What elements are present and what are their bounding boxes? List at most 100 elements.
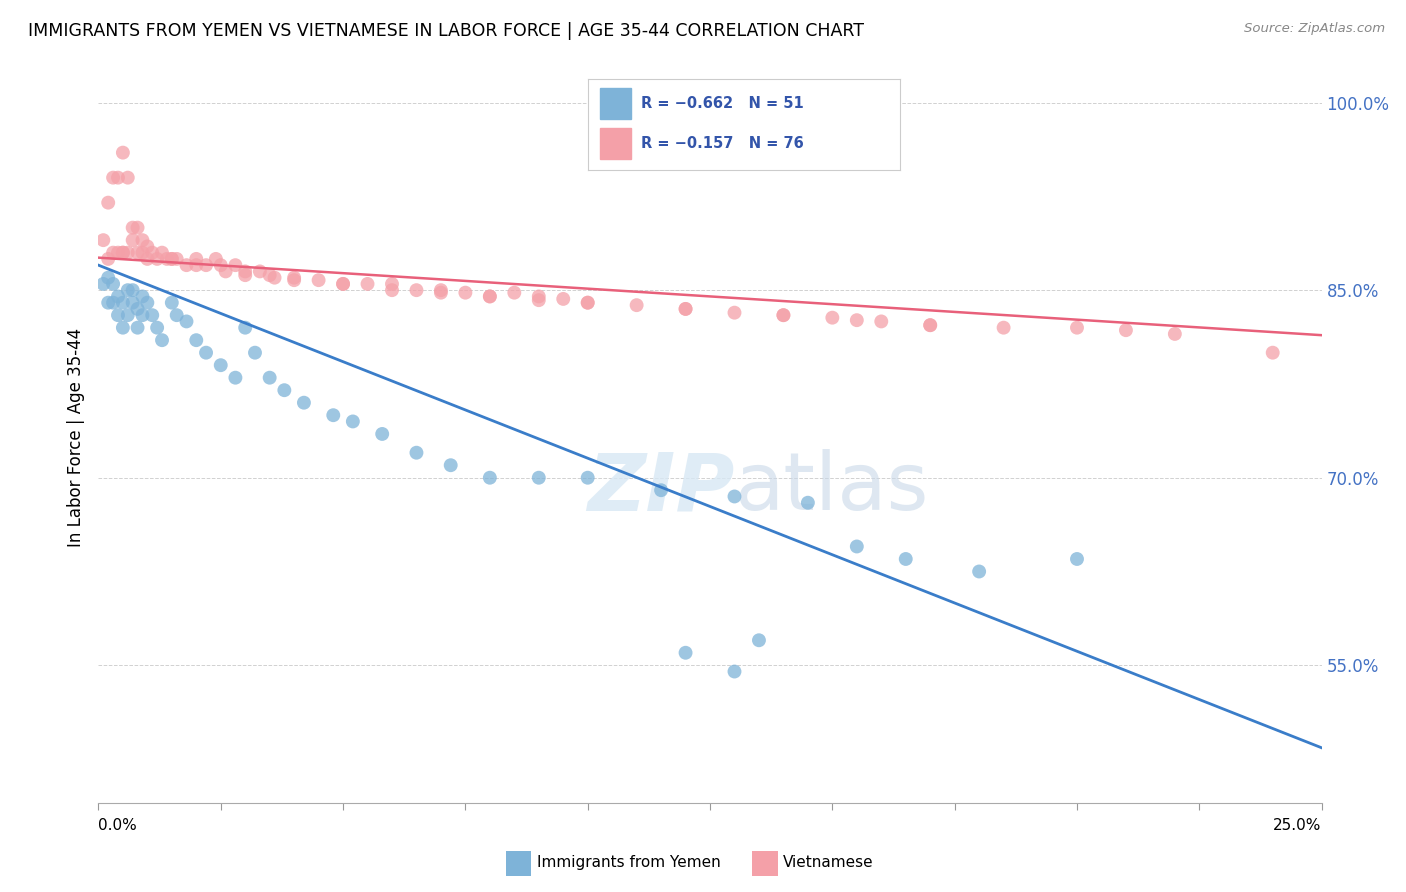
Point bbox=[332, 277, 354, 291]
Point bbox=[381, 283, 404, 297]
Point bbox=[650, 483, 672, 498]
Point bbox=[224, 370, 246, 384]
Point bbox=[121, 283, 143, 297]
Point bbox=[91, 277, 114, 291]
Y-axis label: In Labor Force | Age 35-44: In Labor Force | Age 35-44 bbox=[66, 327, 84, 547]
Point bbox=[527, 293, 550, 308]
Point bbox=[127, 301, 149, 316]
Point bbox=[233, 320, 256, 334]
Point bbox=[675, 301, 697, 316]
Point bbox=[894, 552, 917, 566]
Point bbox=[675, 646, 697, 660]
Point bbox=[101, 277, 124, 291]
Point bbox=[195, 345, 218, 359]
Point bbox=[136, 252, 159, 266]
Point bbox=[920, 318, 942, 333]
Point bbox=[209, 258, 232, 272]
Point bbox=[186, 252, 208, 266]
Point bbox=[723, 665, 745, 679]
Point bbox=[111, 245, 134, 260]
Point bbox=[101, 295, 124, 310]
Point bbox=[797, 496, 820, 510]
Point bbox=[430, 285, 453, 300]
Point bbox=[97, 252, 120, 266]
Point bbox=[405, 446, 427, 460]
Point bbox=[263, 270, 285, 285]
Point bbox=[160, 252, 183, 266]
Point bbox=[214, 264, 236, 278]
Point bbox=[967, 565, 990, 579]
Text: ZIP: ZIP bbox=[588, 450, 734, 527]
Point bbox=[576, 471, 599, 485]
Text: IMMIGRANTS FROM YEMEN VS VIETNAMESE IN LABOR FORCE | AGE 35-44 CORRELATION CHART: IMMIGRANTS FROM YEMEN VS VIETNAMESE IN L… bbox=[28, 22, 865, 40]
Point bbox=[675, 301, 697, 316]
Text: Vietnamese: Vietnamese bbox=[783, 855, 873, 870]
Point bbox=[748, 633, 770, 648]
Point bbox=[845, 313, 868, 327]
Point bbox=[136, 239, 159, 253]
Text: atlas: atlas bbox=[734, 450, 929, 527]
Point bbox=[772, 308, 794, 322]
Point bbox=[870, 314, 893, 328]
Point bbox=[150, 333, 173, 347]
Point bbox=[97, 195, 120, 210]
Point bbox=[723, 306, 745, 320]
Point bbox=[224, 258, 246, 272]
Text: 25.0%: 25.0% bbox=[1274, 818, 1322, 833]
Point bbox=[430, 283, 453, 297]
Point bbox=[111, 295, 134, 310]
Point bbox=[273, 383, 295, 397]
Point bbox=[186, 333, 208, 347]
Point bbox=[527, 289, 550, 303]
Point bbox=[166, 252, 188, 266]
Text: Immigrants from Yemen: Immigrants from Yemen bbox=[537, 855, 721, 870]
Point bbox=[205, 252, 228, 266]
Point bbox=[292, 395, 315, 409]
Point bbox=[381, 277, 404, 291]
Point bbox=[356, 277, 378, 291]
Point bbox=[176, 314, 198, 328]
Point bbox=[107, 308, 129, 322]
Point bbox=[121, 220, 143, 235]
Point bbox=[503, 285, 526, 300]
Point bbox=[195, 258, 218, 272]
Point bbox=[141, 245, 163, 260]
Point bbox=[97, 270, 120, 285]
Point bbox=[107, 170, 129, 185]
Point bbox=[107, 289, 129, 303]
Point bbox=[259, 268, 281, 282]
Point bbox=[117, 308, 139, 322]
Point bbox=[131, 233, 153, 247]
Point bbox=[1066, 320, 1088, 334]
Point bbox=[117, 283, 139, 297]
Point bbox=[107, 245, 129, 260]
Point bbox=[478, 471, 501, 485]
Point bbox=[772, 308, 794, 322]
Point bbox=[131, 245, 153, 260]
Text: Source: ZipAtlas.com: Source: ZipAtlas.com bbox=[1244, 22, 1385, 36]
Point bbox=[233, 268, 256, 282]
Point bbox=[920, 318, 942, 333]
Point bbox=[478, 289, 501, 303]
Point bbox=[176, 258, 198, 272]
Point bbox=[322, 408, 344, 422]
Point bbox=[160, 252, 183, 266]
Point bbox=[243, 345, 266, 359]
Point bbox=[332, 277, 354, 291]
Point bbox=[101, 245, 124, 260]
Point bbox=[1115, 323, 1137, 337]
Point bbox=[91, 233, 114, 247]
Point bbox=[146, 252, 169, 266]
Point bbox=[121, 295, 143, 310]
Point bbox=[127, 245, 149, 260]
Point bbox=[150, 245, 173, 260]
Point bbox=[131, 289, 153, 303]
Point bbox=[478, 289, 501, 303]
Point bbox=[626, 298, 648, 312]
Point bbox=[249, 264, 271, 278]
Point bbox=[576, 295, 599, 310]
Point bbox=[160, 295, 183, 310]
Point bbox=[576, 295, 599, 310]
Point bbox=[111, 245, 134, 260]
Point bbox=[993, 320, 1015, 334]
